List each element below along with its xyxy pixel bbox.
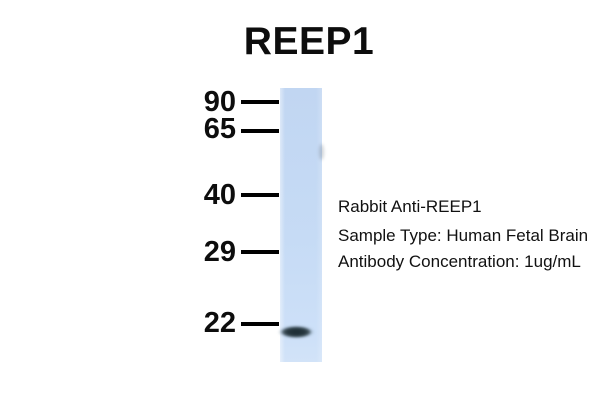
marker-label-65: 65 — [203, 113, 236, 145]
protein-band — [278, 325, 316, 339]
marker-tick-29 — [241, 250, 279, 254]
lane-artifact — [319, 144, 324, 160]
marker-tick-90 — [241, 100, 279, 104]
marker-tick-40 — [241, 193, 279, 197]
annotation-antibody: Rabbit Anti-REEP1 — [338, 197, 482, 216]
annotation-sample-type: Sample Type: Human Fetal Brain — [338, 226, 589, 245]
marker-tick-65 — [241, 129, 279, 133]
marker-label-40: 40 — [203, 179, 236, 211]
marker-label-22: 22 — [203, 307, 236, 339]
marker-label-29: 29 — [203, 236, 236, 268]
annotation-concentration: Antibody Concentration: 1ug/mL — [338, 252, 581, 271]
marker-label-90: 90 — [203, 86, 236, 118]
figure-title: REEP1 — [243, 20, 375, 63]
marker-tick-22 — [241, 322, 279, 326]
blot-lane — [278, 88, 324, 362]
